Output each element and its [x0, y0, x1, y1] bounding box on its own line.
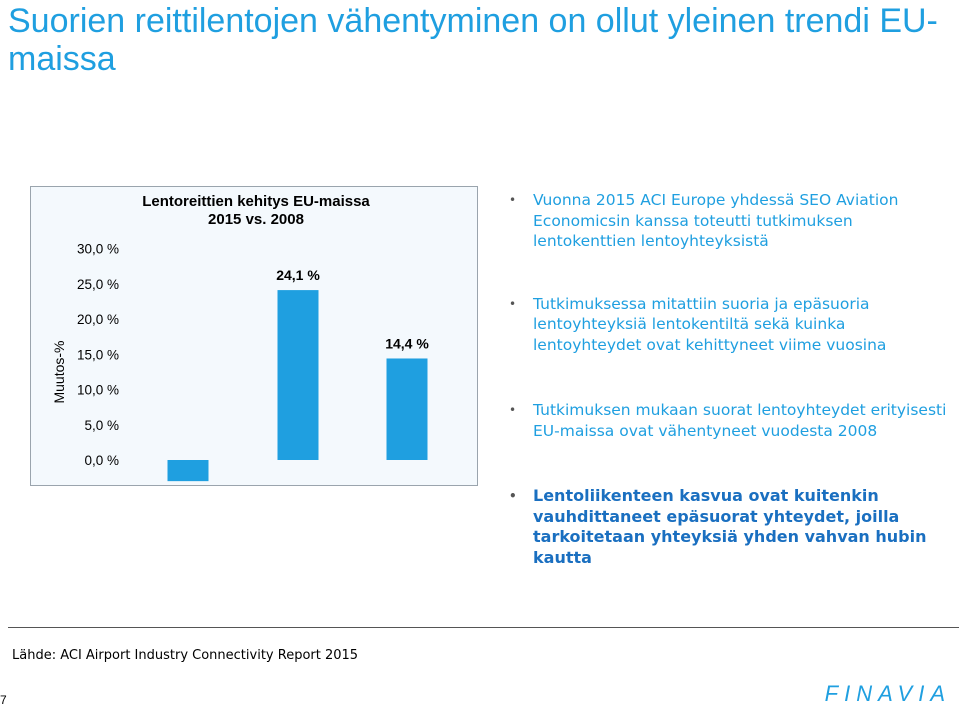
bullet-item: Tutkimuksessa mitattiin suoria ja epäsuo…	[507, 294, 947, 356]
bullet-list: Vuonna 2015 ACI Europe yhdessä SEO Aviat…	[507, 190, 947, 568]
footer-divider	[8, 627, 959, 628]
y-tick-label: 20,0 %	[77, 312, 119, 327]
bullet-item: Tutkimuksen mukaan suorat lentoyhteydet …	[507, 400, 947, 441]
y-tick-label: 30,0 %	[77, 242, 119, 257]
source-note: Lähde: ACI Airport Industry Connectivity…	[12, 648, 359, 663]
chart-title-line: Lentoreittien kehitys EU-maissa	[142, 193, 370, 210]
y-tick-label: 10,0 %	[77, 383, 119, 398]
page-number: 7	[0, 693, 7, 707]
y-tick-label: 25,0 %	[77, 277, 119, 292]
chart-panel: Lentoreittien kehitys EU-maissa 2015 vs. …	[30, 186, 478, 486]
slide-title: Suorien reittilentojen vähentyminen on o…	[8, 2, 938, 78]
bar	[386, 358, 428, 460]
y-tick-label: 15,0 %	[77, 347, 119, 362]
bullet-item-emphasis: Lentoliikenteen kasvua ovat kuitenkin va…	[507, 486, 947, 568]
y-axis-label: Muutos-%	[51, 340, 67, 403]
finavia-logo: FINAVIA	[824, 681, 951, 706]
data-label: 24,1 %	[276, 267, 320, 283]
bullet-item: Vuonna 2015 ACI Europe yhdessä SEO Aviat…	[507, 190, 947, 252]
y-tick-label: 0,0 %	[84, 453, 119, 468]
y-tick-label: 5,0 %	[84, 418, 119, 433]
bar	[277, 290, 319, 460]
data-label: 14,4 %	[385, 335, 429, 351]
chart-title-line: 2015 vs. 2008	[208, 211, 304, 228]
bar	[167, 460, 209, 482]
